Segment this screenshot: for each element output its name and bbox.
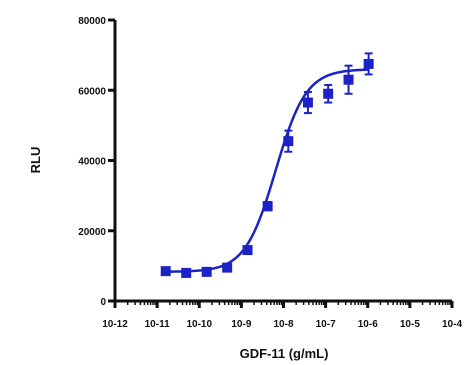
x-tick-label: 10-12 — [102, 319, 128, 330]
data-point — [222, 262, 233, 273]
data-marker — [323, 88, 334, 99]
x-tick-label: 10-7 — [316, 319, 336, 330]
data-point — [262, 200, 273, 212]
x-axis-title: GDF-11 (g/mL) — [240, 346, 329, 361]
x-tick-label: 10-6 — [358, 319, 378, 330]
y-tick-label: 0 — [100, 297, 106, 308]
x-tick-label: 10-10 — [186, 319, 212, 330]
data-point — [302, 91, 313, 115]
data-marker — [222, 262, 233, 273]
x-tick-label: 10-8 — [273, 319, 293, 330]
x-tick-label: 10-4 — [442, 319, 462, 330]
data-marker — [363, 58, 374, 69]
y-axis: 0 20000 40000 60000 80000 — [78, 16, 117, 308]
y-tick-label: 60000 — [78, 86, 106, 97]
data-marker — [302, 97, 313, 108]
fit-curve — [165, 68, 369, 273]
data-marker — [201, 266, 212, 277]
y-axis-ticks: 0 20000 40000 60000 80000 — [78, 16, 115, 308]
x-tick-label: 10-5 — [400, 319, 420, 330]
data-point — [363, 52, 374, 76]
y-axis-title: RLU — [28, 147, 43, 174]
data-marker — [181, 267, 192, 278]
x-axis-ticks: 10-12 10-11 10-10 10-9 10-8 10-7 10-6 10-5 10-4 — [102, 301, 462, 330]
data-marker — [262, 201, 273, 212]
data-marker — [283, 136, 294, 147]
y-tick-label: 80000 — [78, 16, 106, 27]
plot-area — [160, 52, 374, 278]
x-tick-label: 10-9 — [231, 319, 251, 330]
y-tick-label: 40000 — [78, 157, 106, 168]
data-point — [343, 64, 354, 95]
x-tick-label: 10-11 — [145, 319, 170, 330]
y-tick-label: 20000 — [78, 227, 106, 238]
data-point — [283, 129, 294, 153]
data-point — [242, 245, 253, 256]
data-point — [201, 266, 212, 277]
data-point — [323, 83, 334, 104]
data-marker — [160, 266, 171, 277]
data-points — [160, 52, 374, 278]
data-point — [160, 266, 171, 277]
data-marker — [343, 74, 354, 85]
x-axis: 10-12 10-11 10-10 10-9 10-8 10-7 10-6 10-5 10-4 — [102, 299, 462, 330]
data-marker — [242, 245, 253, 256]
data-point — [181, 267, 192, 278]
